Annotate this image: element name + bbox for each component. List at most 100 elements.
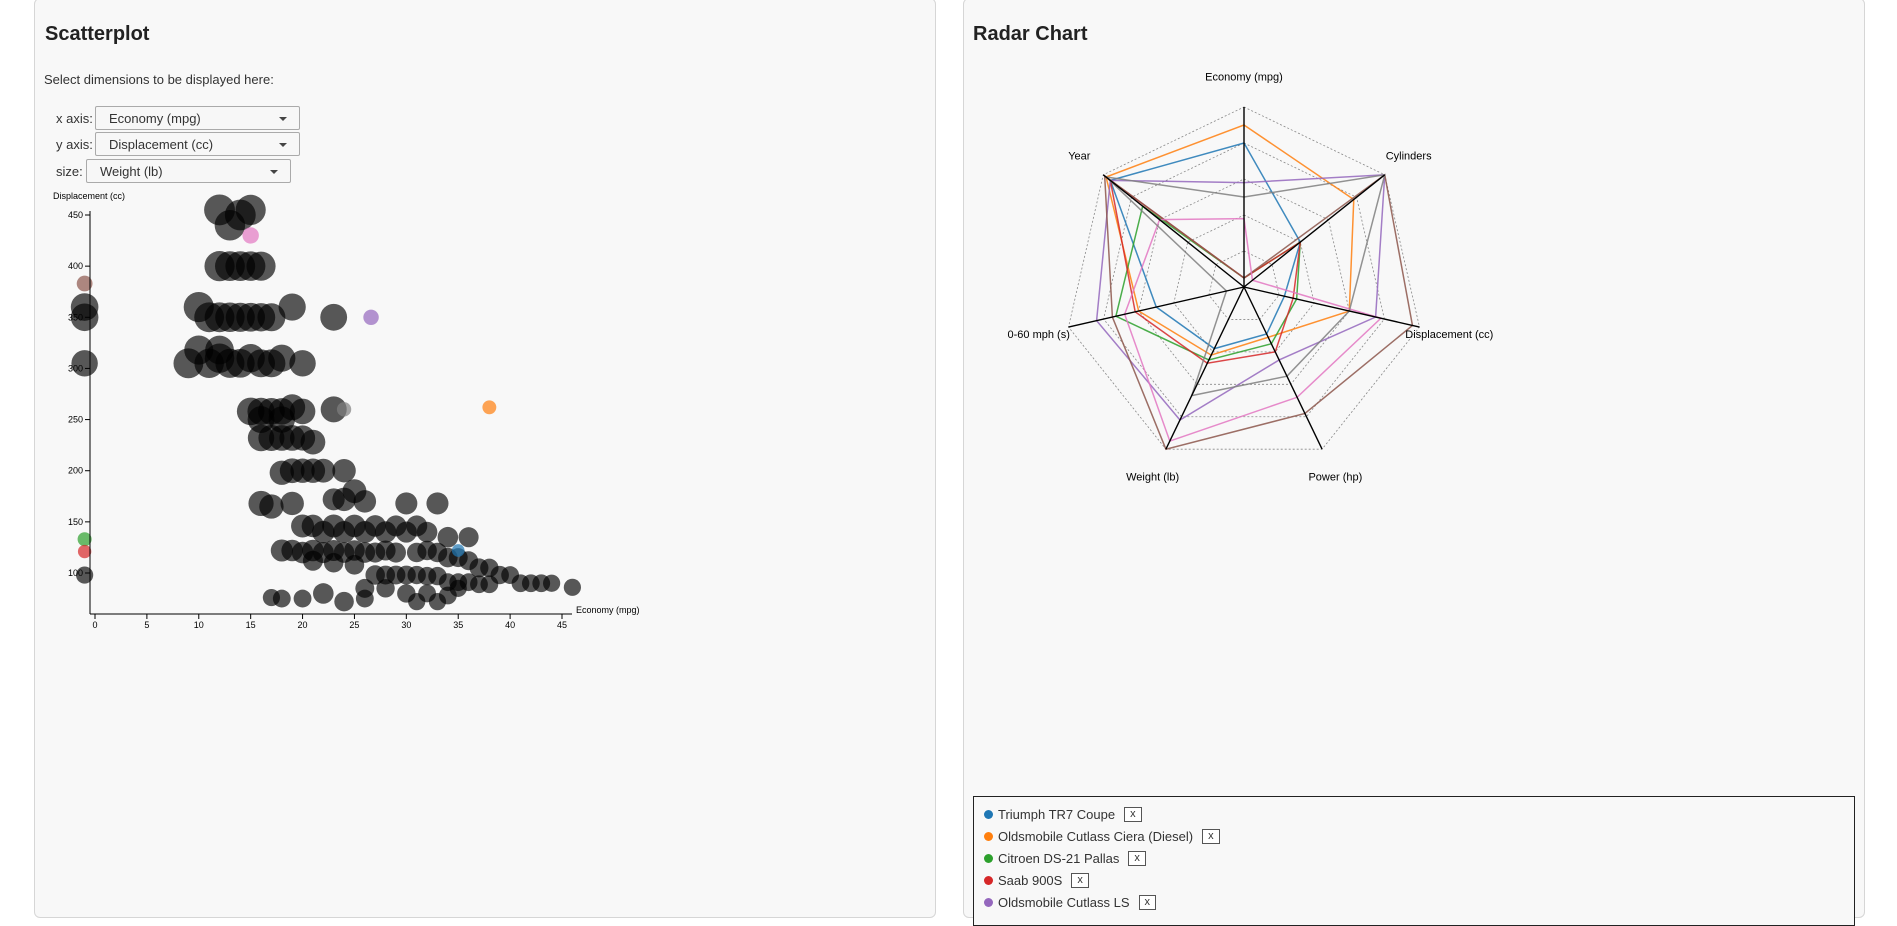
radar-series-line[interactable] <box>1123 217 1383 443</box>
scatter-point[interactable] <box>320 303 348 331</box>
scatter-point[interactable] <box>268 344 296 372</box>
scatter-point[interactable] <box>332 458 356 483</box>
scatter-point[interactable] <box>289 398 316 425</box>
y-tick-label: 300 <box>68 363 83 373</box>
highlighted-point[interactable] <box>76 275 93 292</box>
radar-series-line[interactable] <box>1105 124 1355 356</box>
radar-series-line[interactable] <box>1109 178 1302 365</box>
remove-item-button[interactable]: x <box>1138 894 1156 910</box>
scatter-point[interactable] <box>289 350 316 377</box>
y-axis-selected-value: Displacement (cc) <box>109 137 214 152</box>
scatter-point[interactable] <box>416 521 438 543</box>
scatter-point[interactable] <box>334 591 354 612</box>
radar-series-line[interactable] <box>1095 173 1386 421</box>
y-axis-select[interactable]: Displacement (cc) <box>95 132 300 156</box>
scatter-point[interactable] <box>563 578 581 596</box>
scatter-point[interactable] <box>70 293 99 321</box>
y-axis-title: Displacement (cc) <box>53 191 125 201</box>
scatter-point[interactable] <box>437 526 459 548</box>
scatter-point[interactable] <box>385 542 406 563</box>
radar-axis-label: Weight (lb) <box>1126 472 1179 484</box>
scatter-point[interactable] <box>449 579 467 597</box>
scatter-point[interactable] <box>355 589 374 608</box>
y-tick-label: 350 <box>68 312 83 322</box>
highlighted-point[interactable] <box>336 402 352 417</box>
scatter-point[interactable] <box>205 335 234 365</box>
scatter-point[interactable] <box>293 589 312 608</box>
scatter-point[interactable] <box>215 251 245 282</box>
radar-panel: Radar Chart Economy (mpg) Cylinders Displa… <box>963 0 1865 926</box>
scatter-point[interactable] <box>194 302 225 333</box>
scatter-point[interactable] <box>246 251 276 281</box>
remove-item-button[interactable]: x <box>1124 806 1142 822</box>
scatter-point[interactable] <box>376 579 395 598</box>
scatterplot-title: Scatterplot <box>45 23 150 45</box>
scatter-point[interactable] <box>311 458 336 483</box>
scatter-point[interactable] <box>259 494 284 519</box>
scatter-point[interactable] <box>235 194 266 225</box>
scatter-point[interactable] <box>76 566 94 584</box>
legend-item: Oldsmobile Cutlass Ciera (Diesel) x <box>984 827 1220 845</box>
scatter-point[interactable] <box>262 588 281 607</box>
chevron-down-icon <box>270 170 278 174</box>
y-tick-label: 200 <box>68 466 83 476</box>
scatter-point[interactable] <box>395 492 418 515</box>
scatter-point[interactable] <box>280 491 304 516</box>
legend-color-dot <box>984 853 993 863</box>
scatter-point[interactable] <box>342 479 367 504</box>
x-tick-label: 45 <box>557 620 567 629</box>
legend-color-dot <box>984 809 993 819</box>
scatter-point[interactable] <box>313 583 334 604</box>
x-axis-select[interactable]: Economy (mpg) <box>95 106 300 130</box>
radar-axis-label: Economy (mpg) <box>1205 71 1283 83</box>
scatter-point[interactable] <box>302 550 323 571</box>
scatter-point[interactable] <box>428 593 447 611</box>
scatter-point[interactable] <box>269 460 294 485</box>
radar-axis-label: Displacement (cc) <box>1405 329 1493 341</box>
scatter-point[interactable] <box>322 488 345 511</box>
x-tick-label: 10 <box>194 620 204 629</box>
scatter-point[interactable] <box>214 209 246 241</box>
y-tick-label: 150 <box>68 517 83 527</box>
scatter-point[interactable] <box>344 555 365 575</box>
radar-series-line[interactable] <box>1115 204 1302 361</box>
highlighted-point[interactable] <box>77 532 92 547</box>
scatter-point[interactable] <box>458 527 479 548</box>
x-tick-label: 0 <box>92 620 97 629</box>
radar-grid-ring <box>1103 142 1385 418</box>
highlighted-point[interactable] <box>242 227 259 244</box>
selection-legend: Triumph TR7 Coupe x Oldsmobile Cutlass Cie… <box>973 796 1855 926</box>
remove-item-button[interactable]: x <box>1128 850 1146 866</box>
legend-item-label: Citroen DS-21 Pallas <box>998 850 1120 866</box>
legend-item-label: Triumph TR7 Coupe <box>998 806 1116 822</box>
legend-item-label: Oldsmobile Cutlass Ciera (Diesel) <box>998 828 1194 844</box>
radar-series-line[interactable] <box>1103 173 1386 397</box>
radar-axis-line <box>1068 286 1245 328</box>
scatter-point[interactable] <box>408 593 426 611</box>
radar-series-line[interactable] <box>1109 142 1302 350</box>
radar-grid-ring <box>1208 250 1280 320</box>
highlighted-point[interactable] <box>451 544 465 557</box>
scatter-point[interactable] <box>480 575 499 594</box>
remove-item-button[interactable]: x <box>1202 828 1220 844</box>
highlighted-point[interactable] <box>77 544 92 559</box>
scatter-point[interactable] <box>543 574 561 592</box>
scatter-point[interactable] <box>184 335 214 365</box>
remove-item-button[interactable]: x <box>1071 872 1089 888</box>
scatter-point[interactable] <box>71 350 98 377</box>
radar-series-line[interactable] <box>1103 173 1414 451</box>
radar-axis-label: 0-60 mph (s) <box>1008 329 1070 341</box>
scatter-point[interactable] <box>320 396 347 423</box>
scatter-point[interactable] <box>278 293 306 321</box>
radar-chart: Economy (mpg) Cylinders Displacement (cc) P… <box>1008 71 1494 484</box>
size-select[interactable]: Weight (lb) <box>86 159 291 183</box>
scatter-point[interactable] <box>300 429 326 455</box>
scatter-point[interactable] <box>426 492 449 515</box>
highlighted-point[interactable] <box>363 309 379 326</box>
scatter-point[interactable] <box>257 303 286 332</box>
scatter-point[interactable] <box>323 553 344 573</box>
x-tick-label: 30 <box>401 620 411 629</box>
x-axis-selected-value: Economy (mpg) <box>109 111 201 126</box>
scatterplot-chart: 0 5 10 15 20 25 30 35 40 45 100 150 200 250 300 350 400 4… <box>53 191 640 629</box>
highlighted-point[interactable] <box>482 400 497 415</box>
